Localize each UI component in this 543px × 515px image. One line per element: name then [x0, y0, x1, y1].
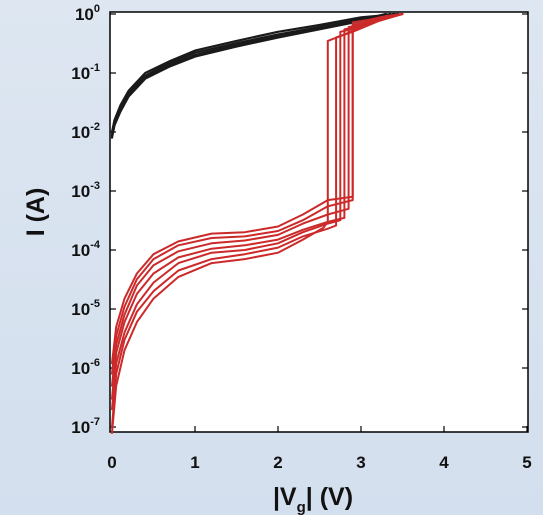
x-tick-label: 5: [522, 453, 531, 472]
y-tick-label: 10-6: [71, 357, 100, 378]
x-axis: 0 1 2 3 4 5: [107, 426, 532, 472]
series-red-9: [111, 13, 404, 375]
y-axis: 100 10-1 10-2 10-3 10-4 10-5 10-6 10-7: [71, 3, 528, 437]
y-tick-label: 10-4: [71, 239, 101, 260]
series-black-3: [110, 12, 387, 138]
y-tick-label: 10-7: [71, 416, 100, 437]
x-tick-label: 0: [107, 453, 116, 472]
x-tick-label: 4: [439, 453, 449, 472]
y-axis-label: I (A): [22, 188, 50, 237]
x-tick-label: 2: [273, 453, 282, 472]
x-tick-label: 3: [356, 453, 365, 472]
y-tick-label: 10-3: [71, 180, 100, 201]
y-tick-label: 10-5: [71, 298, 100, 319]
series-black-2: [110, 12, 400, 134]
y-tick-label: 100: [75, 3, 100, 24]
y-tick-label: 10-1: [71, 62, 100, 83]
x-tick-label: 1: [190, 453, 199, 472]
series-red-10: [111, 13, 404, 365]
y-tick-label: 10-2: [71, 121, 100, 142]
x-axis-label: |Vg| (V): [273, 483, 353, 515]
plot-area: [109, 11, 529, 433]
series-red-8: [111, 13, 404, 387]
series-group: [110, 12, 404, 434]
